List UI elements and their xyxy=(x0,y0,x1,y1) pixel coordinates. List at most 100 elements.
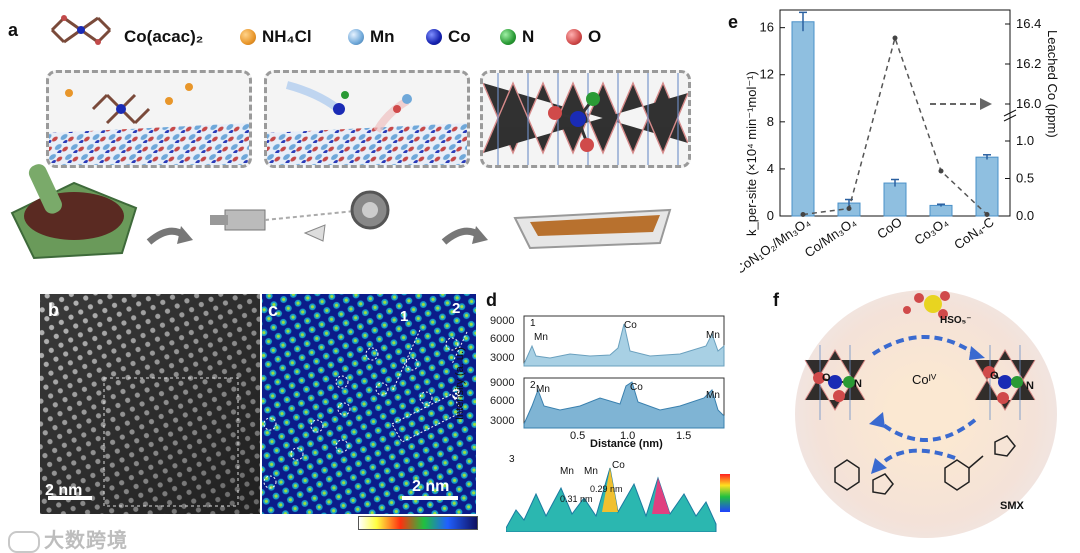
profile2-peak-mn-left: Mn xyxy=(536,384,550,395)
map-label-co: Co xyxy=(612,460,625,471)
axis-pointer-arrow-icon xyxy=(980,98,992,110)
profile1-peak-mn-right: Mn xyxy=(706,330,720,341)
green-dot-icon xyxy=(500,29,516,45)
marker-1: 1 xyxy=(400,308,409,325)
bar-2 xyxy=(883,182,907,217)
leached-co-point-3 xyxy=(938,168,944,174)
x-category-1: Co/Mn₃O₄ xyxy=(802,214,859,260)
y-left-tick-1: 4 xyxy=(767,161,774,176)
legend-co-acac: Co(acac)₂ xyxy=(124,22,203,52)
co-iv-species: Coᴵⱽ xyxy=(912,372,937,387)
schematic-box-coordination xyxy=(480,70,691,168)
y-left-tick-2: 8 xyxy=(767,114,774,129)
legend-mn-label: Mn xyxy=(370,27,395,46)
haadf-image xyxy=(40,294,260,514)
panel-d-label: d xyxy=(486,290,497,310)
legend-o: O xyxy=(566,22,601,52)
axis-break-mark xyxy=(1003,109,1017,117)
atom-o-left: O xyxy=(822,372,831,384)
map-label-mn-2: Mn xyxy=(584,466,598,477)
scale-bar-b-label: 2 nm xyxy=(45,482,83,499)
arrow-right-icon xyxy=(146,226,193,245)
svg-text:3000: 3000 xyxy=(490,352,514,364)
svg-text:6000: 6000 xyxy=(490,395,514,407)
map-label-mn-1: Mn xyxy=(560,466,574,477)
panel-f-label: f xyxy=(773,290,779,310)
line-profile-plot: 9000 6000 3000 9000 6000 3000 xyxy=(490,315,725,429)
oxidant-label: HSO₅⁻ xyxy=(940,315,972,326)
scale-bar-c-label: 2 nm xyxy=(412,478,450,495)
chart-ylabel-right: Leached Co (ppm) xyxy=(1045,30,1060,138)
profile2-peak-mn-right: Mn xyxy=(706,390,720,401)
mechanism-circle xyxy=(795,290,1057,538)
bar-0 xyxy=(791,21,815,217)
profile-xtick-0: 0.5 xyxy=(570,430,586,442)
x-category-2: CoO xyxy=(874,214,905,242)
marker-2: 2 xyxy=(452,300,461,317)
atom-n-right: N xyxy=(1026,380,1034,392)
y-left-tick-0: 0 xyxy=(767,208,774,223)
map-distance-1: 0.31 nm xyxy=(560,494,593,504)
profile2-peak-co: Co xyxy=(630,382,643,393)
axis-break-mark xyxy=(1003,114,1017,122)
marker-3: 3 xyxy=(452,386,461,403)
false-color-image xyxy=(262,294,476,514)
y-right-tick-4: 16.2 xyxy=(1016,56,1041,71)
panel-b-label: b xyxy=(48,300,59,320)
map-index: 3 xyxy=(509,454,515,465)
watermark-text: 大数跨境 xyxy=(8,524,128,553)
y-right-tick-3: 16.0 xyxy=(1016,96,1041,111)
panel-a-label: a xyxy=(8,20,19,40)
leached-co-point-4 xyxy=(984,212,990,217)
profile-ylabel: Intensity (a. u.) xyxy=(454,347,466,420)
y-left-tick-4: 16 xyxy=(760,20,774,35)
arrow-right-icon xyxy=(441,226,488,245)
blue-dark-dot-icon xyxy=(426,29,442,45)
svg-text:3000: 3000 xyxy=(490,415,514,427)
profile1-index: 1 xyxy=(530,318,536,329)
x-category-3: Co₃O₄ xyxy=(912,214,951,248)
orange-dot-icon xyxy=(240,29,256,45)
leached-co-point-1 xyxy=(846,206,852,211)
blue-light-dot-icon xyxy=(348,29,364,45)
svg-text:6000: 6000 xyxy=(490,333,514,345)
y-right-tick-5: 16.4 xyxy=(1016,16,1041,31)
red-dot-icon xyxy=(566,29,582,45)
legend-n-label: N xyxy=(522,27,535,46)
crucible-boat-icon xyxy=(513,208,672,250)
legend-n: N xyxy=(500,22,534,52)
co-acac-molecule-icon xyxy=(50,15,112,45)
leached-co-point-2 xyxy=(892,35,898,41)
legend-nh4cl: NH₄Cl xyxy=(240,22,312,52)
panel-e-label: e xyxy=(728,12,739,32)
profile1-peak-co: Co xyxy=(624,320,637,331)
profile-xtick-2: 1.5 xyxy=(676,430,692,442)
schematic-box-ball-milling xyxy=(264,70,470,168)
mortar-pestle-icon xyxy=(10,164,138,260)
legend-nh4cl-label: NH₄Cl xyxy=(262,27,312,46)
profile-xtick-1: 1.0 xyxy=(620,430,636,442)
profile1-peak-mn-left: Mn xyxy=(534,332,548,343)
legend-mn: Mn xyxy=(348,22,395,52)
map-distance-2: 0.29 nm xyxy=(590,484,623,494)
profile2-index: 2 xyxy=(530,380,536,391)
y-right-tick-2: 1.0 xyxy=(1016,133,1034,148)
svg-text:9000: 9000 xyxy=(490,377,514,389)
watermark-logo-icon xyxy=(8,530,40,553)
y-left-tick-3: 12 xyxy=(760,67,774,82)
legend-co-label: Co xyxy=(448,27,471,46)
intensity-3d-map xyxy=(506,467,730,532)
svg-text:9000: 9000 xyxy=(490,315,514,327)
atom-n-left: N xyxy=(854,378,862,390)
schematic-box-adsorption xyxy=(46,70,252,168)
legend-co-acac-label: Co(acac)₂ xyxy=(124,27,204,46)
y-right-tick-1: 0.5 xyxy=(1016,171,1034,186)
leached-co-point-0 xyxy=(800,212,806,217)
chart-ylabel-left: k_per-site (×10⁴ min⁻¹mol⁻¹) xyxy=(744,71,759,236)
watermark-label: 大数跨境 xyxy=(44,530,128,552)
leached-co-line xyxy=(802,35,988,216)
y-right-tick-0: 0.0 xyxy=(1016,208,1034,223)
colorbar xyxy=(358,516,478,530)
panel-c-label: c xyxy=(268,300,279,320)
